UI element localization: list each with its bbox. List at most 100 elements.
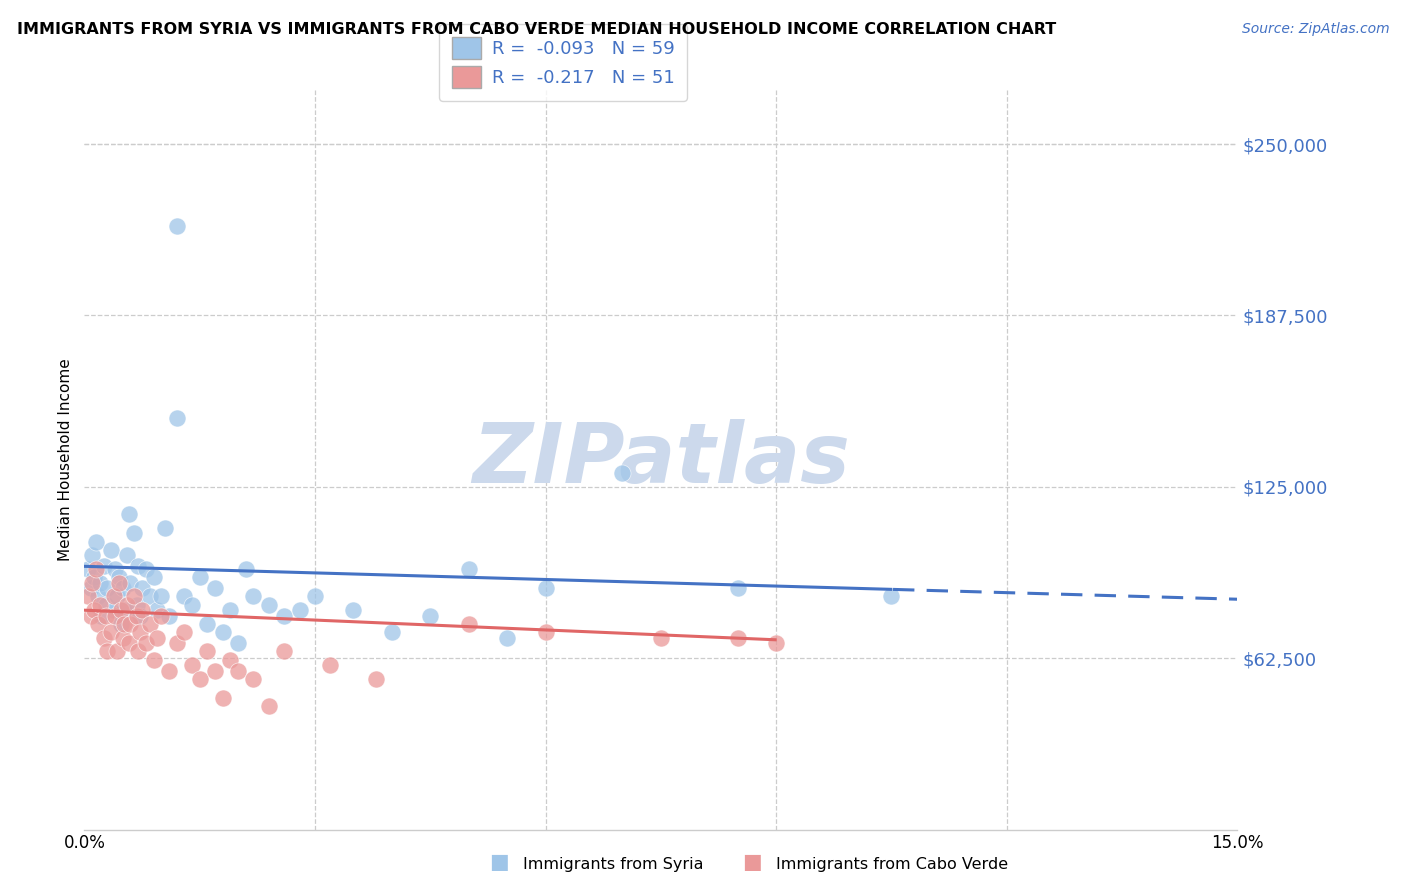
Point — [87, 616, 110, 631]
Point — [90, 608, 112, 623]
Point — [727, 581, 749, 595]
Point — [96, 644, 118, 658]
Point — [120, 575, 142, 590]
Point — [111, 581, 134, 595]
Point — [80, 549, 103, 563]
Point — [257, 699, 280, 714]
Point — [103, 590, 125, 604]
Point — [534, 581, 557, 595]
Point — [77, 590, 100, 604]
Text: Immigrants from Cabo Verde: Immigrants from Cabo Verde — [776, 857, 1008, 872]
Point — [100, 625, 122, 640]
Point — [128, 625, 150, 640]
Point — [80, 575, 103, 590]
Point — [166, 636, 188, 650]
Point — [150, 590, 173, 604]
Point — [120, 616, 142, 631]
Point — [112, 616, 135, 631]
Point — [188, 672, 211, 686]
Point — [94, 598, 117, 612]
Point — [96, 581, 118, 595]
Point — [765, 636, 787, 650]
Point — [125, 608, 148, 623]
Point — [100, 542, 122, 557]
Point — [131, 581, 153, 595]
Point — [89, 598, 111, 612]
Point — [534, 625, 557, 640]
Point — [242, 672, 264, 686]
Point — [204, 664, 226, 678]
Point — [650, 631, 672, 645]
Point — [125, 598, 148, 612]
Point — [115, 598, 138, 612]
Text: Immigrants from Syria: Immigrants from Syria — [523, 857, 703, 872]
Point — [124, 526, 146, 541]
Point — [211, 625, 233, 640]
Text: ZIPatlas: ZIPatlas — [472, 419, 849, 500]
Point — [342, 603, 364, 617]
Point — [146, 631, 169, 645]
Point — [226, 636, 249, 650]
Point — [157, 608, 180, 623]
Point — [77, 562, 100, 576]
Point — [93, 559, 115, 574]
Point — [457, 616, 479, 631]
Point — [108, 570, 131, 584]
Point — [105, 644, 128, 658]
Point — [128, 608, 150, 623]
Point — [166, 219, 188, 234]
Point — [173, 590, 195, 604]
Point — [257, 598, 280, 612]
Y-axis label: Median Household Income: Median Household Income — [58, 358, 73, 561]
Point — [273, 644, 295, 658]
Point — [219, 603, 242, 617]
Point — [219, 652, 242, 666]
Point — [181, 658, 204, 673]
Point — [127, 644, 149, 658]
Point — [157, 664, 180, 678]
Point — [110, 616, 132, 631]
Point — [612, 466, 634, 480]
Point — [118, 636, 141, 650]
Point — [457, 562, 479, 576]
Point — [84, 534, 107, 549]
Point — [131, 603, 153, 617]
Point — [111, 631, 134, 645]
Point — [89, 575, 111, 590]
Point — [153, 521, 176, 535]
Point — [188, 570, 211, 584]
Point — [138, 616, 160, 631]
Point — [166, 411, 188, 425]
Point — [381, 625, 404, 640]
Point — [496, 631, 519, 645]
Point — [211, 690, 233, 705]
Point — [146, 603, 169, 617]
Point — [226, 664, 249, 678]
Point — [195, 644, 218, 658]
Point — [181, 598, 204, 612]
Point — [103, 603, 125, 617]
Point — [204, 581, 226, 595]
Point — [142, 570, 165, 584]
Point — [112, 603, 135, 617]
Point — [87, 590, 110, 604]
Point — [150, 608, 173, 623]
Point — [135, 562, 157, 576]
Text: ■: ■ — [489, 853, 509, 872]
Point — [84, 562, 107, 576]
Point — [104, 608, 127, 623]
Point — [83, 570, 105, 584]
Point — [127, 559, 149, 574]
Point — [110, 603, 132, 617]
Point — [104, 562, 127, 576]
Point — [108, 575, 131, 590]
Point — [135, 636, 157, 650]
Point — [727, 631, 749, 645]
Point — [235, 562, 257, 576]
Point — [118, 507, 141, 521]
Point — [366, 672, 388, 686]
Point — [273, 608, 295, 623]
Point — [83, 603, 105, 617]
Point — [138, 590, 160, 604]
Point — [173, 625, 195, 640]
